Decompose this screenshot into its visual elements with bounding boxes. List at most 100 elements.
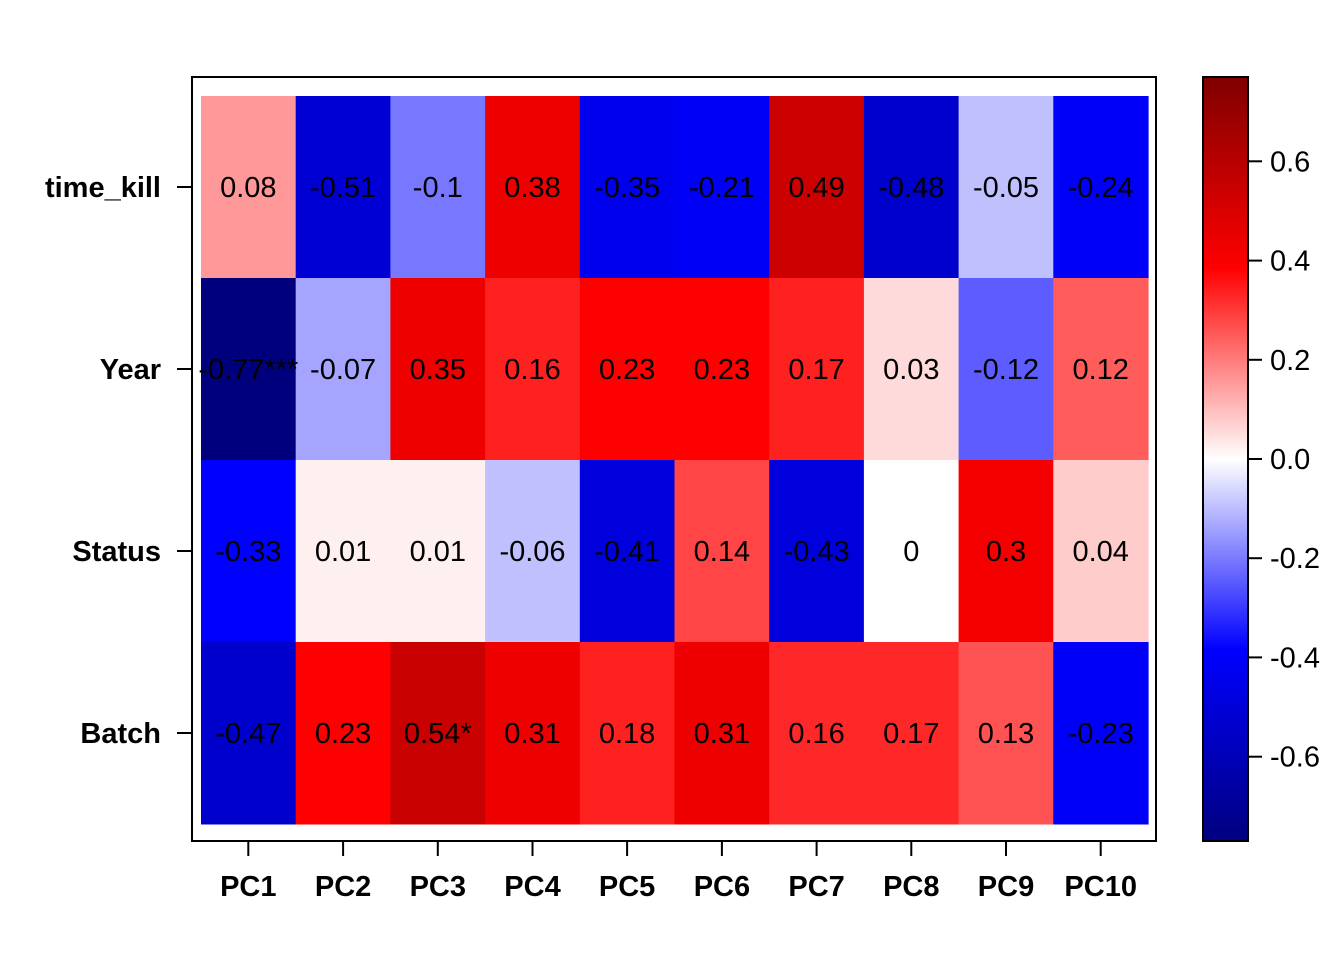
heatmap-cell <box>390 460 486 643</box>
cell-value-label: -0.05 <box>973 172 1039 204</box>
colorbar-tick-label: -0.2 <box>1270 543 1320 575</box>
heatmap-cell <box>295 460 391 643</box>
cell-value-label: -0.48 <box>878 172 944 204</box>
heatmap-cell <box>1053 642 1149 825</box>
cell-value-label: 0.17 <box>883 718 939 750</box>
column-label: PC4 <box>504 871 560 903</box>
row-label: Year <box>100 354 161 386</box>
row-label: Batch <box>80 718 161 750</box>
cell-value-label: -0.23 <box>1068 718 1134 750</box>
column-label: PC2 <box>315 871 371 903</box>
column-label: PC9 <box>978 871 1034 903</box>
cell-value-label: 0.3 <box>986 536 1026 568</box>
heatmap-cell <box>485 460 581 643</box>
heatmap-cells <box>201 96 1149 825</box>
plot-frame <box>191 76 1157 842</box>
heatmap-cell <box>579 96 676 279</box>
heatmap-cell <box>390 642 486 825</box>
heatmap-cell <box>390 96 486 279</box>
colorbar-axis: -0.6 -0.4 -0.2 0.0 0.2 0.4 0.6 <box>1248 146 1320 774</box>
cell-value-label: 0.04 <box>1072 536 1128 568</box>
heatmap-cell <box>295 642 391 825</box>
heatmap-cell <box>674 642 770 825</box>
cell-value-label: 0.31 <box>504 718 560 750</box>
cell-value-label: -0.77*** <box>198 354 298 386</box>
heatmap-cell <box>863 642 960 825</box>
colorbar <box>1202 76 1249 842</box>
heatmap-cell <box>485 642 581 825</box>
heatmap-cell <box>769 278 865 461</box>
cell-value-label: -0.47 <box>215 718 281 750</box>
row-label: time_kill <box>45 172 161 204</box>
heatmap-cell <box>579 460 676 643</box>
cell-value-label: 0 <box>903 536 919 568</box>
cell-value-label: 0.54* <box>404 718 472 750</box>
heatmap-cell <box>295 96 391 279</box>
cell-value-label: -0.07 <box>310 354 376 386</box>
heatmap-cell <box>1053 278 1149 461</box>
column-label: PC5 <box>599 871 655 903</box>
heatmap-cell <box>201 460 297 643</box>
cell-value-label: -0.43 <box>784 536 850 568</box>
cell-value-label: 0.23 <box>599 354 655 386</box>
column-label: PC1 <box>220 871 276 903</box>
colorbar-tick-label: 0.0 <box>1270 444 1310 476</box>
heatmap-cell-labels: 0.08 -0.51 -0.1 0.38 -0.35 -0.21 0.49 -0.48 -0.0… <box>198 172 1133 750</box>
cell-value-label: 0.18 <box>599 718 655 750</box>
heatmap-cell <box>863 96 960 279</box>
heatmap-cell <box>769 96 865 279</box>
cell-value-label: 0.03 <box>883 354 939 386</box>
heatmap-cell <box>958 278 1054 461</box>
heatmap-cell <box>769 460 865 643</box>
cell-value-label: -0.24 <box>1068 172 1134 204</box>
colorbar-tick-label: 0.4 <box>1270 246 1310 278</box>
cell-value-label: 0.49 <box>788 172 844 204</box>
heatmap-cell <box>674 278 770 461</box>
colorbar-tick-label: 0.6 <box>1270 146 1310 178</box>
heatmap-cell <box>390 278 486 461</box>
cell-value-label: 0.12 <box>1072 354 1128 386</box>
heatmap-cell <box>958 460 1054 643</box>
cell-value-label: 0.35 <box>410 354 466 386</box>
cell-value-label: 0.01 <box>315 536 371 568</box>
heatmap-cell <box>769 642 865 825</box>
column-label: PC3 <box>410 871 466 903</box>
cell-value-label: 0.01 <box>410 536 466 568</box>
column-axis: PC1 PC2 PC3 PC4 PC5 PC6 PC7 PC8 PC9 PC10 <box>220 841 1137 903</box>
heatmap-cell <box>201 278 297 461</box>
cell-value-label: 0.13 <box>978 718 1034 750</box>
heatmap-cell <box>674 96 770 279</box>
row-axis: time_kill Year Status Batch <box>45 172 192 750</box>
colorbar-tick-label: -0.6 <box>1270 742 1320 774</box>
column-label: PC6 <box>694 871 750 903</box>
cell-value-label: -0.51 <box>310 172 376 204</box>
cell-value-label: -0.35 <box>594 172 660 204</box>
cell-value-label: 0.31 <box>694 718 750 750</box>
cell-value-label: -0.12 <box>973 354 1039 386</box>
heatmap-cell <box>1053 96 1149 279</box>
cell-value-label: 0.08 <box>220 172 276 204</box>
cell-value-label: 0.23 <box>694 354 750 386</box>
cell-value-label: 0.17 <box>788 354 844 386</box>
colorbar-tick-label: -0.4 <box>1270 642 1320 674</box>
colorbar-tick-label: 0.2 <box>1270 345 1310 377</box>
cell-value-label: 0.14 <box>694 536 750 568</box>
cell-value-label: -0.41 <box>594 536 660 568</box>
cell-value-label: -0.33 <box>215 536 281 568</box>
heatmap-cell <box>1053 460 1149 643</box>
heatmap-cell <box>958 96 1054 279</box>
heatmap-cell <box>958 642 1054 825</box>
heatmap-cell <box>201 96 297 279</box>
heatmap-cell <box>579 278 676 461</box>
row-label: Status <box>72 536 161 568</box>
cell-value-label: 0.16 <box>788 718 844 750</box>
heatmap-cell <box>579 642 676 825</box>
cell-value-label: 0.23 <box>315 718 371 750</box>
cell-value-label: 0.16 <box>504 354 560 386</box>
heatmap-cell <box>863 278 960 461</box>
heatmap-cell <box>295 278 391 461</box>
heatmap-cell <box>674 460 770 643</box>
column-label: PC8 <box>883 871 939 903</box>
heatmap-cell <box>485 96 581 279</box>
